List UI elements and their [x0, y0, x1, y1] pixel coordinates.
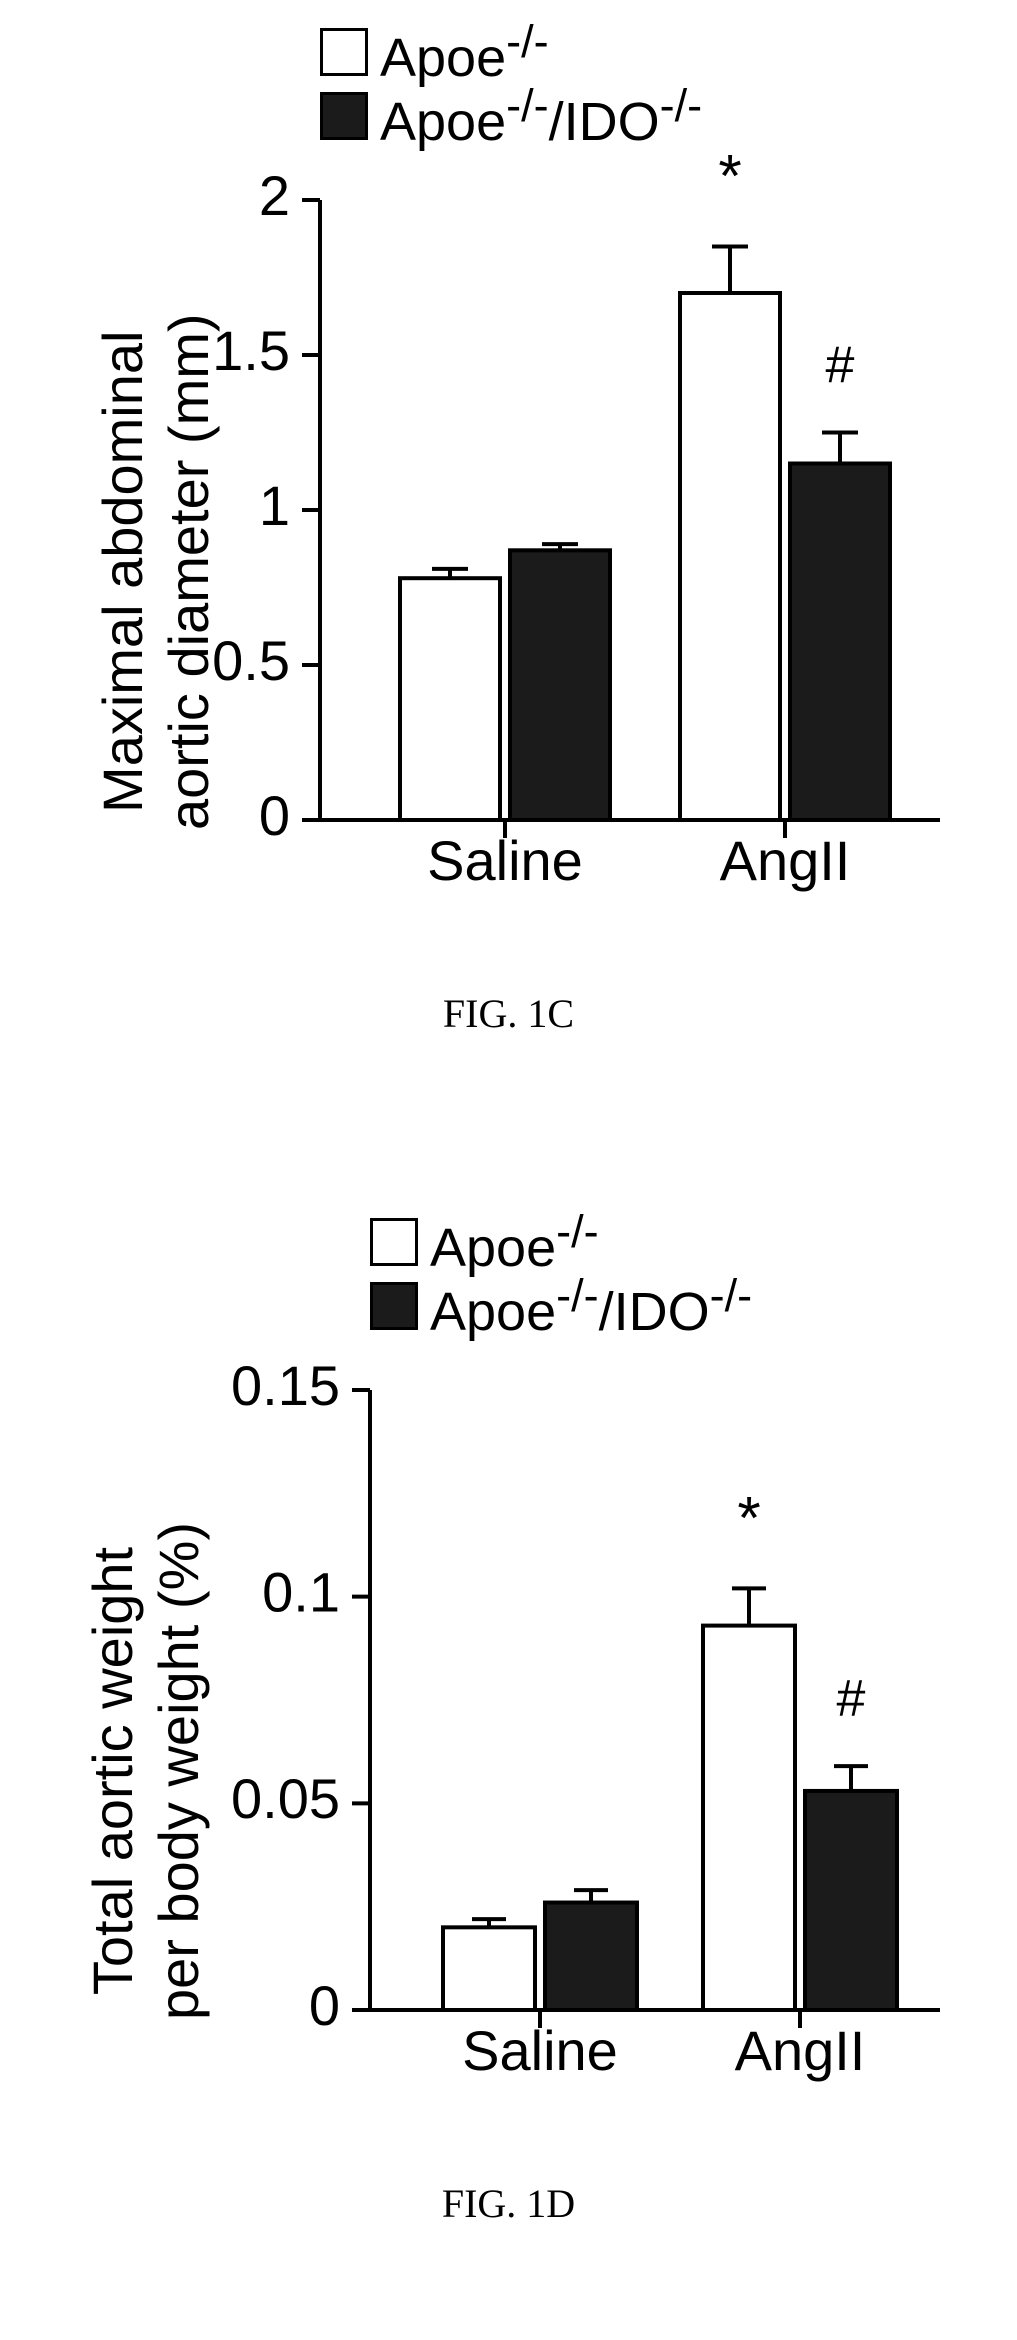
y-tick-label: 0.1	[262, 1560, 340, 1623]
legend-label: Apoe-/-/IDO-/-	[380, 80, 702, 153]
significance-marker: *	[718, 143, 741, 210]
legend-item: Apoe-/-	[370, 1210, 752, 1274]
legend-swatch	[320, 92, 368, 140]
bar	[545, 1903, 637, 2010]
legend-swatch	[320, 28, 368, 76]
y-axis-label: Total aortic weight per body weight (%)	[80, 1522, 212, 2020]
bar	[703, 1626, 795, 2010]
y-tick-label: 0.05	[231, 1767, 340, 1830]
x-group-label: Saline	[427, 829, 583, 892]
legend-item: Apoe-/-/IDO-/-	[370, 1274, 752, 1338]
significance-marker: #	[826, 337, 855, 395]
legend-swatch	[370, 1282, 418, 1330]
legend-label: Apoe-/-/IDO-/-	[430, 1270, 752, 1343]
fig1d-panel: Apoe-/-Apoe-/-/IDO-/- Total aortic weight…	[0, 1200, 1017, 2270]
figure-caption: FIG. 1D	[0, 2180, 1017, 2227]
y-tick-label: 0.15	[231, 1354, 340, 1417]
bar	[510, 550, 610, 820]
bar	[443, 1927, 535, 2010]
legend-swatch	[370, 1218, 418, 1266]
y-tick-label: 0	[309, 1974, 340, 2037]
bar	[805, 1791, 897, 2010]
legend-label: Apoe-/-	[430, 1206, 599, 1279]
y-tick-label: 2	[259, 164, 290, 227]
y-axis-label: Maximal abdominal aortic diameter (mm)	[90, 313, 222, 830]
significance-marker: *	[737, 1484, 760, 1551]
figure-caption: FIG. 1C	[0, 990, 1017, 1037]
significance-marker: #	[837, 1670, 866, 1728]
x-group-label: AngII	[735, 2019, 866, 2082]
fig1c-panel: Apoe-/-Apoe-/-/IDO-/- Maximal abdominal a…	[0, 10, 1017, 1080]
bar	[680, 293, 780, 820]
x-group-label: Saline	[462, 2019, 618, 2082]
bar	[790, 464, 890, 821]
bar	[400, 578, 500, 820]
legend: Apoe-/-Apoe-/-/IDO-/-	[320, 20, 702, 148]
legend-item: Apoe-/-	[320, 20, 702, 84]
legend-item: Apoe-/-/IDO-/-	[320, 84, 702, 148]
y-tick-label: 0	[259, 784, 290, 847]
x-group-label: AngII	[720, 829, 851, 892]
y-tick-label: 1.5	[212, 319, 290, 382]
y-tick-label: 0.5	[212, 629, 290, 692]
legend: Apoe-/-Apoe-/-/IDO-/-	[370, 1210, 752, 1338]
legend-label: Apoe-/-	[380, 16, 549, 89]
y-tick-label: 1	[259, 474, 290, 537]
